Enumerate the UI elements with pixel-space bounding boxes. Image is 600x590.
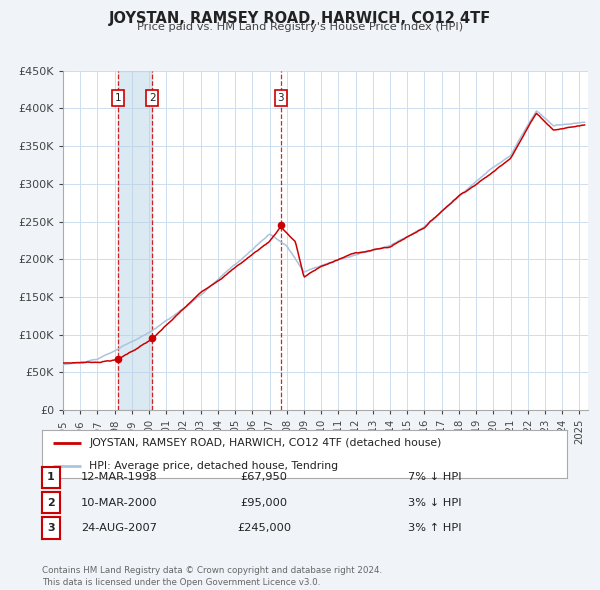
Text: 2: 2 [47,498,55,507]
Text: 1: 1 [115,93,121,103]
Text: 3% ↓ HPI: 3% ↓ HPI [408,498,461,507]
Text: JOYSTAN, RAMSEY ROAD, HARWICH, CO12 4TF: JOYSTAN, RAMSEY ROAD, HARWICH, CO12 4TF [109,11,491,25]
Text: £67,950: £67,950 [241,473,287,482]
Bar [118,71,152,410]
Text: £245,000: £245,000 [237,523,291,533]
Text: 10-MAR-2000: 10-MAR-2000 [81,498,158,507]
Text: Contains HM Land Registry data © Crown copyright and database right 2024.
This d: Contains HM Land Registry data © Crown c… [42,566,382,587]
Text: 24-AUG-2007: 24-AUG-2007 [81,523,157,533]
Text: 2: 2 [149,93,155,103]
Text: HPI: Average price, detached house, Tendring: HPI: Average price, detached house, Tend… [89,461,338,471]
Text: 1: 1 [47,473,55,482]
Text: 3: 3 [277,93,284,103]
Text: 12-MAR-1998: 12-MAR-1998 [81,473,158,482]
Text: £95,000: £95,000 [241,498,287,507]
Text: JOYSTAN, RAMSEY ROAD, HARWICH, CO12 4TF (detached house): JOYSTAN, RAMSEY ROAD, HARWICH, CO12 4TF … [89,438,442,448]
Text: Price paid vs. HM Land Registry's House Price Index (HPI): Price paid vs. HM Land Registry's House … [137,22,463,32]
Text: 3% ↑ HPI: 3% ↑ HPI [408,523,461,533]
Text: 7% ↓ HPI: 7% ↓ HPI [408,473,461,482]
Text: 3: 3 [47,523,55,533]
